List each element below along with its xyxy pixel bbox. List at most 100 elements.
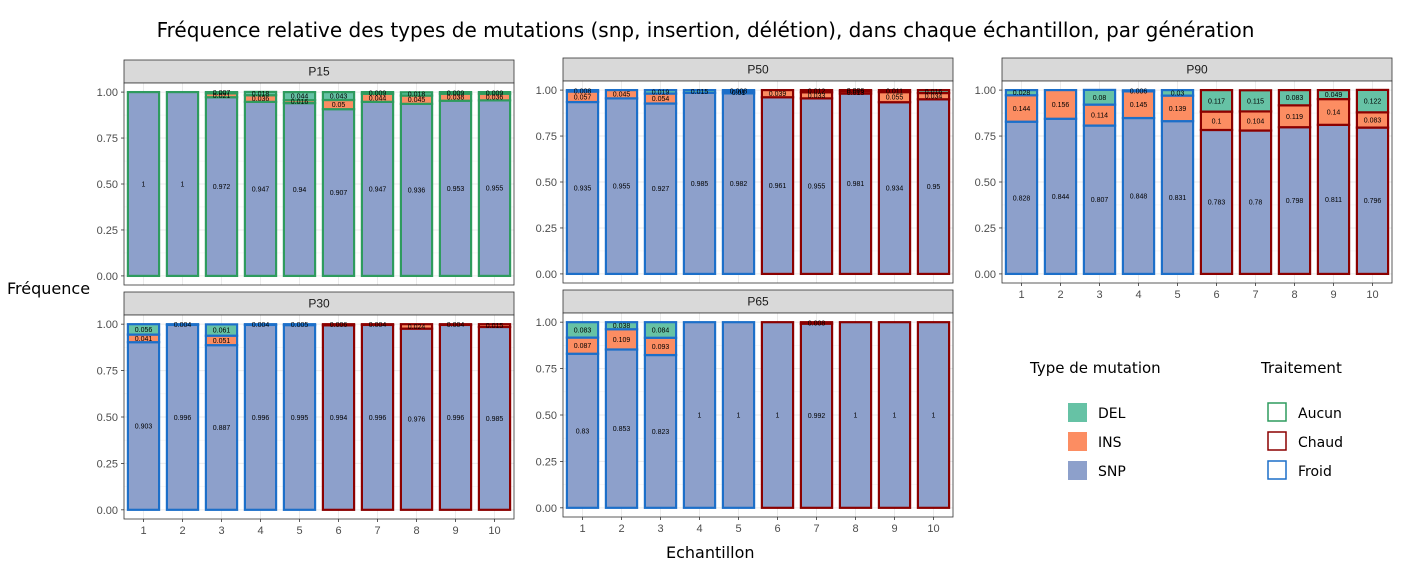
bar-value-label: 0.853 [613, 426, 631, 433]
bar-value-label: 0.006 [1130, 88, 1148, 95]
bar-segment-snp [360, 323, 395, 511]
bar-value-label: 1 [893, 413, 897, 420]
bar-segment-snp [721, 92, 756, 276]
legend-swatch-chaud [1267, 431, 1287, 451]
x-tick-label: 9 [452, 525, 458, 537]
bar-value-label: 0.996 [369, 415, 387, 422]
bar-segment-del [916, 88, 951, 95]
bar-value-label: 0.995 [291, 415, 309, 422]
legend-label-chaud: Chaud [1298, 435, 1343, 451]
bar-stack: 0.831 0.139 0.03 [1160, 88, 1195, 276]
y-tick-label: 0.75 [536, 131, 557, 143]
bar-stack: 0.78 0.104 0.115 [1238, 89, 1273, 276]
bar-value-label: 0.1 [1212, 118, 1222, 125]
x-tick-label: 7 [813, 523, 819, 535]
bar-segment-del [1316, 88, 1351, 101]
x-tick-label: 2 [618, 523, 624, 535]
bar-segment-snp [282, 324, 317, 511]
bar-value-label: 0.006 [847, 88, 865, 95]
bar-value-label: 0.011 [886, 89, 903, 96]
legend-swatch-del [1068, 403, 1087, 422]
y-tick-label: 1.00 [97, 87, 118, 99]
bar-segment-snp [643, 102, 678, 276]
bar-value-label: 0.044 [291, 94, 309, 101]
bar-value-label: 0.044 [369, 95, 387, 102]
bar-value-label: 0.016 [925, 89, 943, 96]
bar-value-label: 0.013 [847, 90, 865, 97]
bar-stack: 0.982 0.010.008 [721, 88, 756, 276]
bar-value-label: 0.056 [135, 327, 153, 334]
y-tick-label: 0.50 [536, 410, 557, 422]
bar-value-label: 0.936 [408, 187, 426, 194]
legend-swatch-ins [1068, 432, 1087, 451]
bar-value-label: 0.811 [1325, 197, 1342, 204]
bar-value-label: 0.145 [1130, 102, 1148, 109]
bar-segment-snp [165, 90, 200, 278]
bar-segment-snp [643, 353, 678, 509]
bar-value-label: 0.144 [1013, 106, 1031, 113]
bar-stack: 1 [721, 321, 756, 509]
x-tick-label: 2 [179, 525, 185, 537]
panel-p30: P300.9030.0410.0560.9960.0040.8870.0510.… [97, 291, 515, 537]
bar-value-label: 0.976 [408, 417, 426, 424]
bar-segment-del [565, 88, 600, 93]
bar-value-label: 0.807 [1091, 197, 1109, 204]
bar-stack: 0.853 0.109 0.038 [604, 321, 639, 509]
bar-value-label: 0.996 [447, 415, 465, 422]
y-tick-label: 0.00 [97, 271, 118, 283]
bar-value-label: 0.083 [1364, 117, 1382, 124]
bar-stack: 1 [838, 321, 873, 509]
bar-segment-ins [1316, 97, 1351, 126]
bar-stack: 0.992 0.008 [799, 320, 834, 509]
y-axis-label: Fréquence [7, 279, 91, 298]
x-tick-label: 5 [735, 523, 741, 535]
bar-value-label: 0.934 [886, 186, 904, 193]
legend-label-froid: Froid [1298, 464, 1332, 480]
y-tick-label: 0.00 [536, 269, 557, 281]
bar-segment-del [1277, 88, 1312, 107]
bar-segment-del [360, 323, 395, 327]
bar-segment-snp [282, 102, 317, 278]
bar-value-label: 0.95 [927, 184, 941, 191]
bar-value-label: 0.94 [293, 187, 307, 194]
bar-value-label: 0.007 [213, 90, 231, 97]
bar-value-label: 0.012 [808, 89, 826, 96]
bar-segment-del [438, 323, 473, 327]
bar-segment-snp [438, 99, 473, 278]
bar-value-label: 1 [854, 413, 858, 420]
bar-value-label: 0.935 [574, 185, 592, 192]
y-tick-label: 0.25 [97, 458, 118, 470]
bar-segment-del [165, 323, 200, 327]
bar-stack: 0.985 0.015 [682, 88, 717, 276]
bar-value-label: 0.831 [1169, 195, 1187, 202]
bar-stack: 0.783 0.1 0.117 [1199, 88, 1234, 276]
bar-segment-ins [1121, 90, 1156, 120]
bar-segment-del [682, 88, 717, 94]
bar-value-label: 0.927 [652, 186, 670, 193]
x-tick-label: 1 [1018, 289, 1024, 301]
bar-value-label: 0.084 [652, 327, 670, 334]
bar-segment-del [477, 90, 512, 95]
bar-segment-del [399, 91, 434, 97]
bar-value-label: 0.036 [486, 95, 504, 102]
x-tick-label: 7 [1252, 289, 1258, 301]
bar-segment-del [243, 323, 278, 327]
bar-segment-ins [1004, 94, 1039, 123]
y-tick-label: 0.50 [536, 177, 557, 189]
panel-strip-label: P50 [747, 63, 769, 77]
x-tick-label: 3 [218, 525, 224, 537]
panel-strip-label: P90 [1186, 63, 1208, 77]
legend-label-ins: INS [1098, 435, 1122, 451]
bar-value-label: 0.985 [486, 416, 504, 423]
bar-value-label: 0.119 [1286, 114, 1303, 121]
bar-value-label: 0.955 [808, 184, 826, 191]
bar-segment-del [204, 90, 239, 95]
bar-segment-del [1355, 88, 1390, 114]
x-tick-label: 6 [774, 523, 780, 535]
y-tick-label: 0.00 [975, 269, 996, 281]
bar-stack: 0.83 0.087 0.083 [565, 321, 600, 509]
